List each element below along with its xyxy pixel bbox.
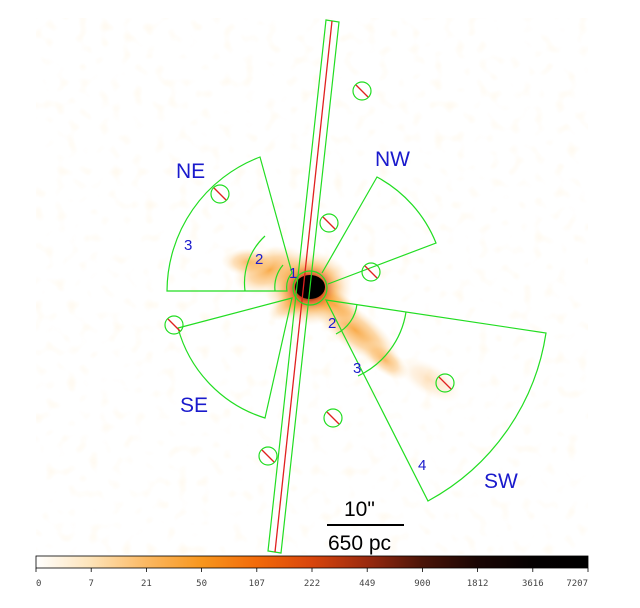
colorbar-tick-label: 107 [249,579,265,589]
region-number-sw-2: 2 [328,315,336,332]
exclusion-source-5 [164,315,184,335]
exclusion-source-2 [210,184,230,204]
colorbar-tick-label: 0 [36,579,41,589]
exclusion-source-1 [352,81,372,101]
label-ne: NE [176,160,205,183]
exclusion-source-3 [319,213,339,233]
label-nw: NW [375,148,410,171]
core-aperture [292,270,328,306]
region-number-sw-3: 3 [353,360,361,377]
colorbar-tick-label: 222 [304,579,320,589]
readout-streak [267,19,340,554]
colorbar-tick-label: 21 [141,579,152,589]
label-sw: SW [484,470,518,493]
label-se: SE [180,394,208,417]
exclusion-source-4 [361,262,381,282]
scale-bar-physical: 650 pc [328,532,391,555]
ne-wedge-region [166,156,293,292]
nw-wedge-region [321,176,437,285]
colorbar-tick-label: 449 [359,579,375,589]
scale-bar: 10" 650 pc [327,498,404,555]
colorbar-tick-label: 3616 [522,579,544,589]
region-number-sw-4: 4 [418,457,426,474]
region-number-core-1: 1 [289,265,297,282]
scale-bar-angular: 10" [344,498,375,521]
exclusion-source-7 [323,408,343,428]
exclusion-source-6 [435,373,455,393]
colorbar-tick-label: 900 [414,579,430,589]
exclusion-source-8 [258,446,278,466]
region-number-ne-3: 3 [184,237,192,254]
sw-wedge-region [324,299,547,502]
colorbar-tick-label: 1812 [467,579,489,589]
colorbar-tick-label: 50 [196,579,207,589]
colorbar-ticks: 0 7 21 50 107 222 449 900 1812 3616 7207 [35,568,589,589]
colorbar-gradient [35,555,589,569]
se-wedge-region [177,297,293,419]
colorbar: 0 7 21 50 107 222 449 900 1812 3616 7207 [35,555,589,589]
colorbar-tick-label: 7 [88,579,93,589]
colorbar-tick-label: 7207 [566,579,588,589]
exclusion-circles [164,81,455,466]
region-number-ne-2: 2 [255,251,263,268]
